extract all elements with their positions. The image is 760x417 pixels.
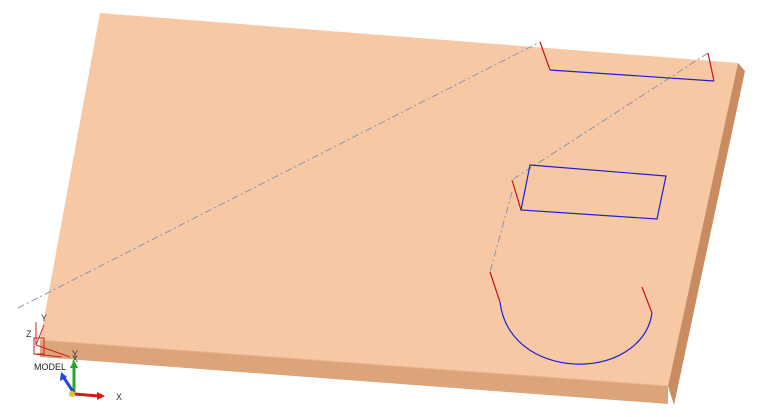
world-y-arrow-icon xyxy=(70,360,78,368)
world-axis-x-label: X xyxy=(116,392,122,402)
plunge-move-1a[interactable] xyxy=(539,41,551,71)
plunge-move-3a[interactable] xyxy=(489,271,501,303)
toolpath-group[interactable] xyxy=(17,41,715,365)
cut-arc[interactable] xyxy=(499,301,653,365)
world-axis-y-label: Y xyxy=(72,349,78,359)
model-axis-x-label: X xyxy=(72,354,78,364)
model-label: MODEL xyxy=(34,362,66,372)
plate-front-face xyxy=(40,340,668,404)
world-z-arrow-icon xyxy=(60,372,67,381)
plunge-move-1b[interactable] xyxy=(707,52,715,82)
plate-side-face xyxy=(668,63,745,405)
model-triad: Z Y X MODEL xyxy=(26,313,78,372)
world-z-axis xyxy=(62,377,76,394)
cut-slot-1[interactable] xyxy=(549,69,715,82)
model-axis-z-label: Z xyxy=(26,329,32,339)
rapid-move-3[interactable] xyxy=(489,191,513,273)
plunge-move-2[interactable] xyxy=(511,179,522,211)
plate-top-face[interactable] xyxy=(40,13,738,386)
stock-plate[interactable] xyxy=(39,13,745,405)
world-origin-icon xyxy=(69,391,75,397)
world-x-arrow-icon xyxy=(97,392,105,400)
rapid-move-2[interactable] xyxy=(511,52,709,181)
world-triad[interactable]: Y X xyxy=(60,349,122,402)
cut-pocket-rectangle[interactable] xyxy=(520,164,667,220)
plunge-move-3b[interactable] xyxy=(641,286,653,314)
model-axis-y-label: Y xyxy=(41,313,47,323)
world-x-axis xyxy=(73,392,100,398)
